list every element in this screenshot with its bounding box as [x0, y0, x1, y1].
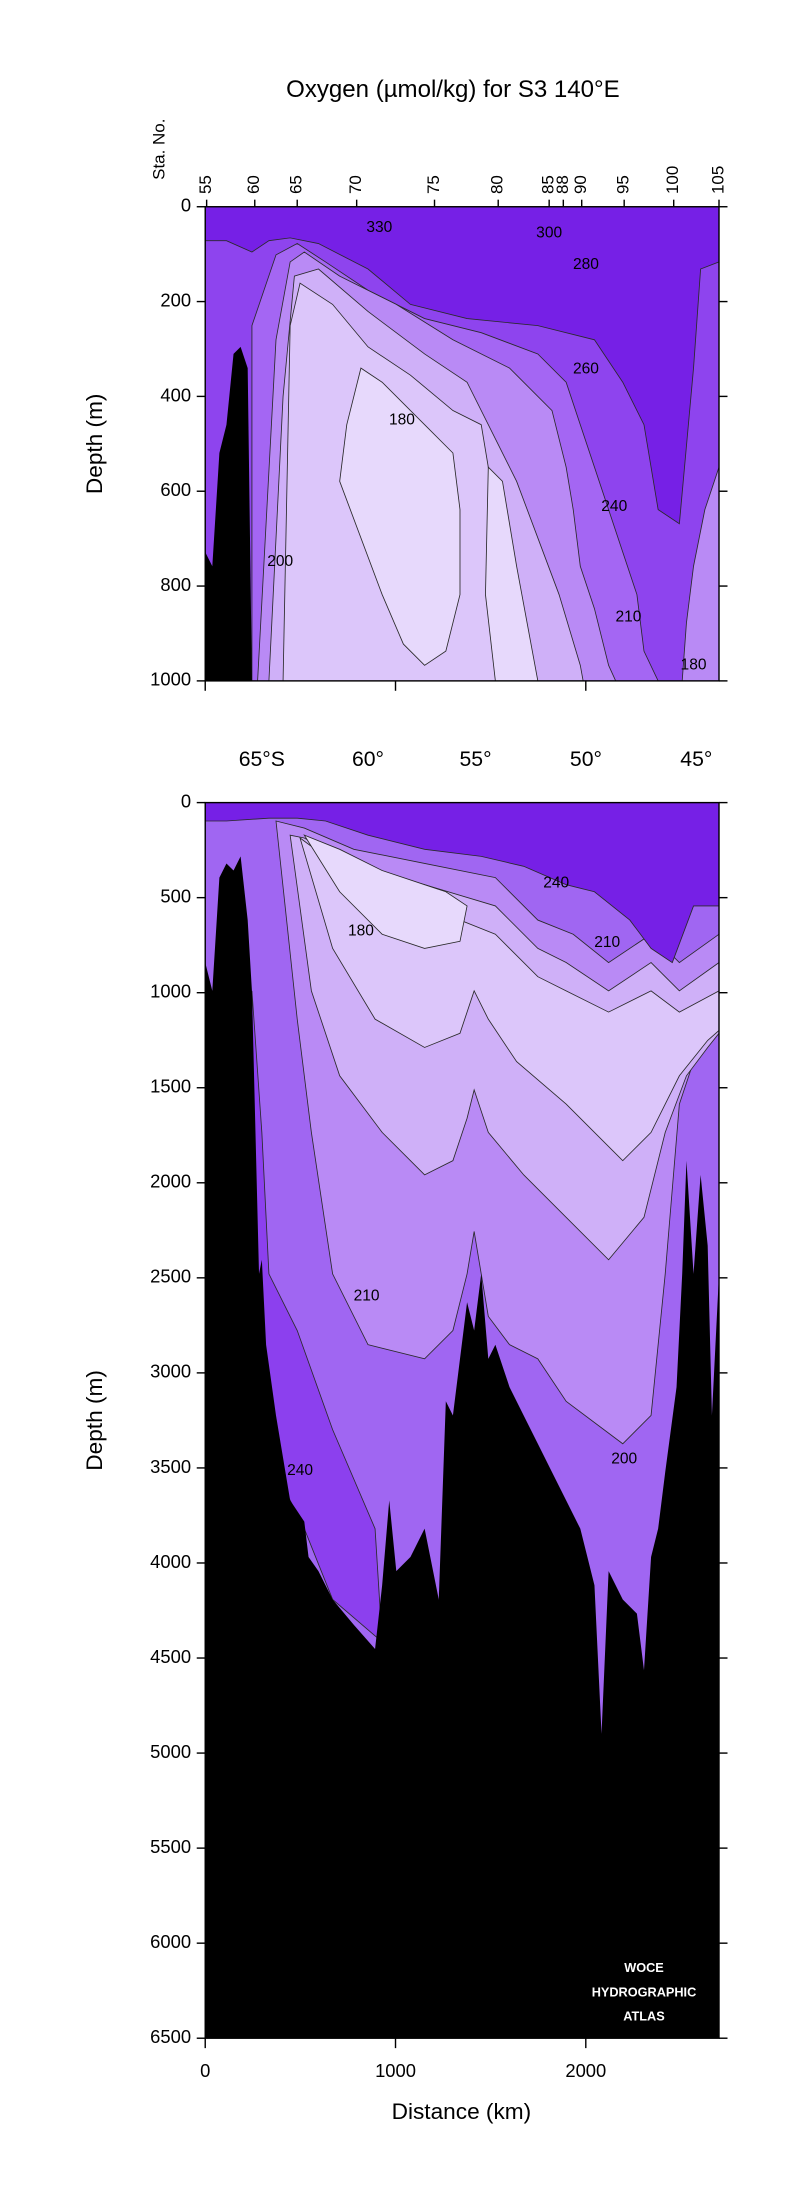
contour-region	[485, 466, 539, 681]
y-tick-label: 6500	[150, 2026, 191, 2047]
y-tick-label: 1500	[150, 1076, 191, 1097]
y-tick-label: 0	[181, 790, 191, 811]
latitude-label: 65°S	[239, 748, 285, 771]
y-tick-label: 500	[160, 886, 191, 907]
contour-region	[205, 206, 720, 525]
contour-region	[339, 367, 461, 666]
station-label: 105	[708, 166, 727, 194]
y-tick-label: 0	[181, 195, 191, 216]
y-tick-label: 1000	[150, 981, 191, 1002]
contour-label: 240	[543, 874, 569, 891]
watermark: HYDROGRAPHIC	[592, 1984, 697, 1999]
y-axis-label: Depth (m)	[82, 394, 107, 495]
station-label: 60	[244, 175, 263, 194]
contour-label: 330	[366, 219, 392, 236]
y-tick-label: 2500	[150, 1266, 191, 1287]
x-axis-label: Distance (km)	[392, 2099, 532, 2124]
watermark: WOCE	[624, 1960, 664, 1975]
y-tick-label: 3500	[150, 1456, 191, 1477]
plot-frame	[204, 206, 720, 682]
contour-label: 180	[389, 412, 415, 429]
y-tick-label: 4000	[150, 1551, 191, 1572]
station-label: 55	[196, 175, 215, 194]
contour-label: 240	[601, 498, 627, 515]
latitude-label: 55°	[460, 748, 492, 771]
y-tick-label: 600	[160, 479, 191, 500]
contour-label: 180	[681, 656, 707, 673]
y-tick-label: 200	[160, 289, 191, 310]
contour-label: 180	[348, 923, 374, 940]
contour-region	[681, 467, 720, 681]
y-tick-label: 6000	[150, 1931, 191, 1952]
bottom-field	[205, 802, 720, 2039]
station-label: 75	[424, 175, 443, 194]
contour-label: 200	[611, 1450, 637, 1467]
y-tick-label: 5500	[150, 1836, 191, 1857]
latitude-label: 60°	[352, 748, 384, 771]
y-tick-label: 4500	[150, 1646, 191, 1667]
station-label: 70	[346, 175, 365, 194]
y-tick-label: 1000	[150, 669, 191, 690]
contour-label: 210	[354, 1288, 380, 1305]
latitude-label: 45°	[680, 748, 712, 771]
bathymetry	[205, 856, 720, 2039]
contour-label: 300	[536, 225, 562, 242]
contour-region	[205, 802, 720, 964]
station-label: 95	[614, 175, 633, 194]
station-label: 88	[553, 175, 572, 194]
station-label: 80	[488, 175, 507, 194]
top-field	[205, 206, 720, 681]
contour-region	[303, 834, 468, 949]
latitude-label: 50°	[570, 748, 602, 771]
station-label: 85	[539, 175, 558, 194]
station-header: Sta. No.	[149, 119, 168, 180]
y-tick-label: 5000	[150, 1741, 191, 1762]
y-tick-label: 800	[160, 574, 191, 595]
plot-frame	[204, 801, 720, 2039]
contour-label: 210	[615, 608, 641, 625]
y-axis-label: Depth (m)	[82, 1370, 107, 1471]
chart-title: Oxygen (µmol/kg) for S3 140°E	[286, 76, 620, 103]
station-label: 90	[571, 175, 590, 194]
x-tick-label: 2000	[565, 2060, 606, 2081]
y-tick-label: 3000	[150, 1361, 191, 1382]
contour-label: 210	[594, 934, 620, 951]
x-tick-label: 0	[200, 2060, 210, 2081]
contour-label: 240	[287, 1462, 313, 1479]
watermark: ATLAS	[623, 2008, 664, 2023]
x-tick-label: 1000	[375, 2060, 416, 2081]
station-label: 65	[287, 175, 306, 194]
bathymetry	[205, 346, 252, 681]
y-tick-label: 2000	[150, 1171, 191, 1192]
contour-label: 200	[267, 553, 293, 570]
y-tick-label: 400	[160, 384, 191, 405]
station-label: 100	[663, 166, 682, 194]
contour-label: 280	[573, 256, 599, 273]
contour-label: 260	[573, 361, 599, 378]
